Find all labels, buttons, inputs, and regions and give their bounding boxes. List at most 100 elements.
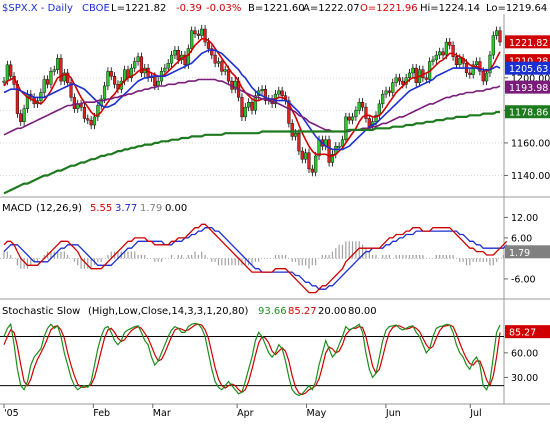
macd-signal-value: 3.77 xyxy=(115,203,137,214)
bid-label: B=1221.60 xyxy=(248,3,305,14)
stochastic-low-level: 20.00 xyxy=(318,306,347,317)
price-candle xyxy=(210,48,214,56)
stochastic-k-value: 93.66 xyxy=(258,306,287,317)
x-tick-label: Jul xyxy=(469,408,481,419)
price-candle xyxy=(69,82,73,98)
price-candle xyxy=(193,30,197,35)
price-candle xyxy=(263,89,268,101)
price-candle xyxy=(102,85,107,100)
macd-y-axis: -6.00 6.00 12.00 1.79 xyxy=(504,213,550,285)
price-candle xyxy=(226,69,231,82)
price-y-axis: 1140.001160.001180.001200.001221.821210.… xyxy=(504,35,550,182)
price-candle xyxy=(411,67,415,74)
price-candle xyxy=(391,82,395,93)
price-candle xyxy=(19,113,23,122)
price-candle xyxy=(314,155,318,173)
price-candle xyxy=(92,116,97,126)
price-candle xyxy=(280,90,284,96)
price-candle xyxy=(216,61,221,64)
price-grid xyxy=(0,77,504,176)
price-candle xyxy=(458,58,462,66)
price-candle xyxy=(434,54,438,61)
price-candle xyxy=(357,102,361,111)
price-candle xyxy=(360,102,365,108)
price-candle xyxy=(240,97,244,118)
price-value-4-box xyxy=(505,105,550,119)
price-candle xyxy=(401,80,405,85)
price-candle xyxy=(407,72,412,79)
price-candle xyxy=(220,61,224,72)
price-candle xyxy=(384,90,388,95)
price-candle xyxy=(307,152,311,170)
price-candle xyxy=(112,76,117,85)
price-value-3-text: 1193.98 xyxy=(509,83,548,94)
price-line-ma10 xyxy=(3,37,501,157)
macd-tick-label: 6.00 xyxy=(511,233,532,244)
price-candle xyxy=(290,123,294,137)
symbol-label: $SPX.X - Daily xyxy=(2,3,73,14)
price-candle xyxy=(397,77,402,82)
price-candle xyxy=(49,71,53,85)
price-candle xyxy=(62,72,66,82)
stochastic-value-box xyxy=(505,325,550,339)
price-candle xyxy=(173,49,177,56)
macd-params: (12,26,9) xyxy=(36,203,82,214)
price-candle xyxy=(491,35,495,56)
price-candle xyxy=(129,67,133,79)
price-candle xyxy=(109,71,113,77)
price-line-ma20 xyxy=(3,49,501,151)
stochastic-tick-label: 30.00 xyxy=(511,373,538,384)
price-candle xyxy=(233,80,237,90)
change-label: -0.39 xyxy=(176,3,202,14)
price-candle xyxy=(89,119,93,126)
price-candle xyxy=(250,102,254,111)
price-value-2-box xyxy=(505,61,550,75)
macd-value-box xyxy=(505,245,550,259)
last-price-label: L=1221.82 xyxy=(111,3,166,14)
price-candle xyxy=(387,90,392,93)
price-candle xyxy=(82,106,87,119)
price-candle xyxy=(444,41,448,56)
price-candle xyxy=(169,54,174,64)
price-candle xyxy=(2,80,6,83)
price-candle xyxy=(223,69,227,72)
macd-tick-label: -6.00 xyxy=(511,274,536,285)
price-candle xyxy=(277,90,281,95)
price-candle xyxy=(52,69,56,72)
stochastic-title: Stochastic Slow xyxy=(2,306,80,317)
price-candle xyxy=(72,97,76,109)
price-candle xyxy=(468,72,472,75)
price-candle xyxy=(176,49,180,61)
price-candle xyxy=(330,154,335,163)
x-axis: '05 Feb Mar Apr May Jun Jul xyxy=(3,404,482,419)
price-candle xyxy=(471,64,475,75)
price-candle xyxy=(481,71,485,82)
price-value-0-box xyxy=(505,35,550,49)
price-line-ma50 xyxy=(3,78,501,136)
macd-title: MACD xyxy=(2,203,32,214)
price-moving-averages xyxy=(3,37,501,195)
price-candle xyxy=(39,92,43,101)
price-candle xyxy=(45,79,50,85)
x-tick-label: Mar xyxy=(153,408,171,419)
price-candle xyxy=(247,102,251,108)
x-tick-label: Feb xyxy=(93,408,110,419)
x-tick-label: Apr xyxy=(237,408,254,419)
macd-histogram-value: 1.79 xyxy=(140,203,162,214)
x-tick-label: Jun xyxy=(385,408,401,419)
stochastic-high-level: 80.00 xyxy=(348,306,377,317)
exchange-label: CBOE xyxy=(82,3,110,14)
price-candle xyxy=(213,54,217,64)
price-candle xyxy=(441,51,445,56)
price-candle xyxy=(300,150,304,160)
ask-label: A=1222.07 xyxy=(303,3,360,14)
price-candle xyxy=(424,77,428,80)
price-candle xyxy=(374,115,378,122)
price-candle xyxy=(186,48,190,66)
open-label: O=1221.96 xyxy=(360,3,418,14)
x-tick-label: May xyxy=(307,408,327,419)
price-candle xyxy=(310,168,314,173)
price-candle xyxy=(327,139,331,163)
price-line-ma200 xyxy=(3,110,500,195)
